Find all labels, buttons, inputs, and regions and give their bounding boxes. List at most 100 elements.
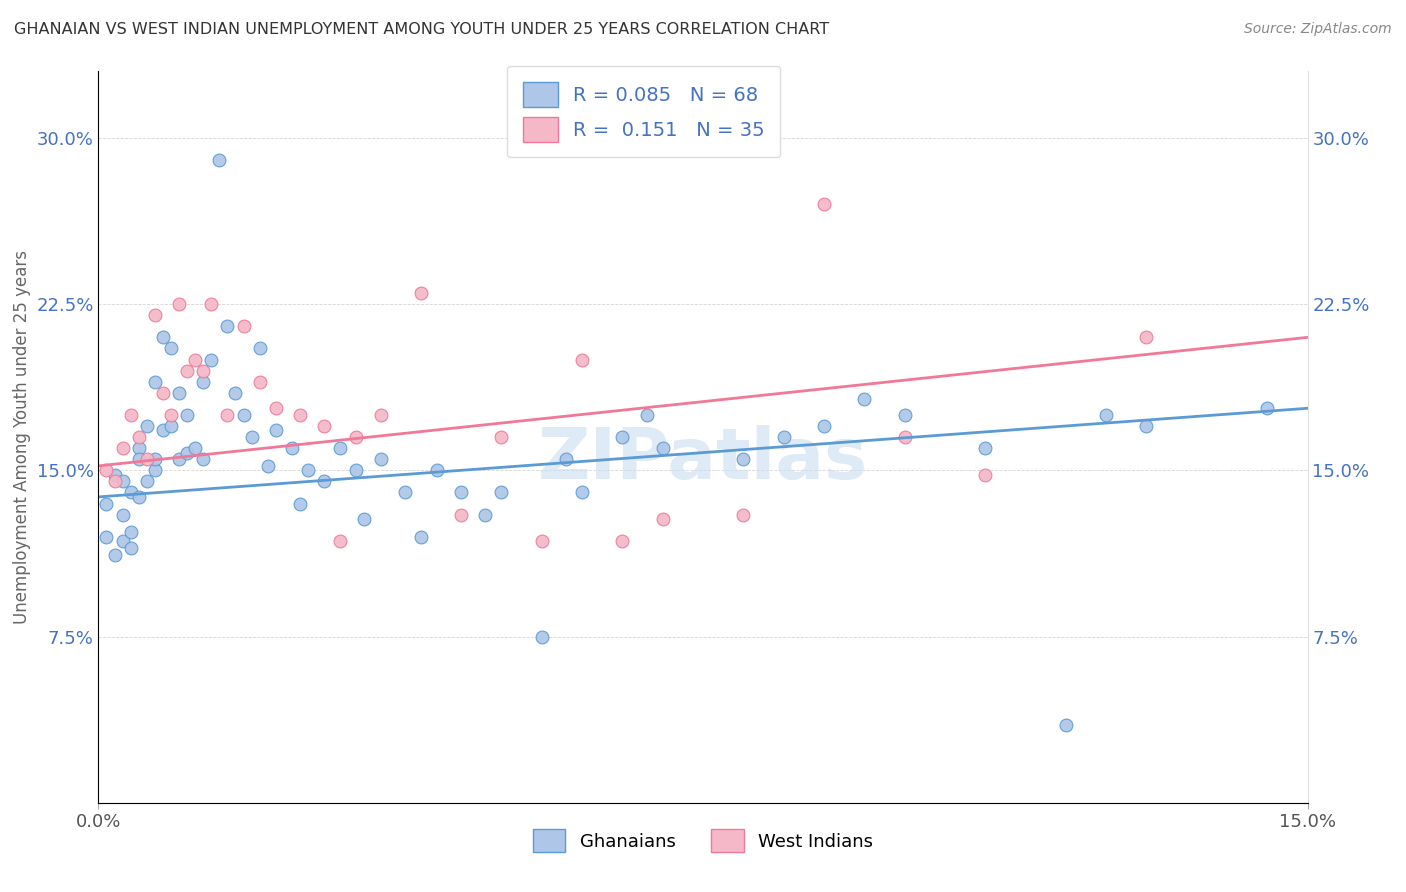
Point [344, 430, 367, 444]
Point [249, 375, 271, 389]
Point [426, 463, 449, 477]
Point [120, 408, 142, 422]
Point [329, 534, 352, 549]
Point [571, 485, 593, 500]
Point [160, 342, 183, 356]
Point [530, 630, 553, 644]
Point [297, 463, 319, 477]
Point [217, 319, 239, 334]
Point [256, 458, 278, 473]
Point [329, 441, 352, 455]
Point [96, 530, 118, 544]
Point [152, 424, 174, 438]
Point [612, 430, 634, 444]
Point [135, 475, 157, 489]
Point [176, 445, 198, 459]
Point [1095, 408, 1118, 422]
Point [128, 441, 150, 455]
Point [1135, 330, 1157, 344]
Point [409, 530, 432, 544]
Point [176, 408, 198, 422]
Point [370, 408, 392, 422]
Point [111, 508, 134, 522]
Point [96, 497, 118, 511]
Point [193, 375, 215, 389]
Point [152, 385, 174, 400]
Point [370, 452, 392, 467]
Point [200, 297, 222, 311]
Point [135, 452, 157, 467]
Point [200, 352, 222, 367]
Y-axis label: Unemployment Among Youth under 25 years: Unemployment Among Youth under 25 years [13, 250, 31, 624]
Point [128, 452, 150, 467]
Point [636, 408, 658, 422]
Point [111, 441, 134, 455]
Point [249, 342, 271, 356]
Text: ZIPatlas: ZIPatlas [538, 425, 868, 493]
Point [353, 512, 375, 526]
Point [160, 408, 183, 422]
Point [1256, 401, 1278, 416]
Point [571, 352, 593, 367]
Point [128, 490, 150, 504]
Point [733, 508, 755, 522]
Point [167, 385, 190, 400]
Point [491, 430, 513, 444]
Point [409, 285, 432, 300]
Point [853, 392, 876, 407]
Point [974, 441, 997, 455]
Point [232, 319, 254, 334]
Point [143, 452, 166, 467]
Point [281, 441, 304, 455]
Point [651, 512, 673, 526]
Point [120, 525, 142, 540]
Point [193, 452, 215, 467]
Point [772, 430, 794, 444]
Point [96, 463, 118, 477]
Point [264, 424, 287, 438]
Legend: R = 0.085   N = 68, R =  0.151   N = 35: R = 0.085 N = 68, R = 0.151 N = 35 [508, 66, 780, 157]
Point [974, 467, 997, 482]
Point [160, 419, 183, 434]
Point [450, 485, 472, 500]
Point [176, 363, 198, 377]
Point [111, 534, 134, 549]
Point [103, 475, 125, 489]
Point [111, 475, 134, 489]
Point [184, 441, 207, 455]
Point [143, 375, 166, 389]
Point [193, 363, 215, 377]
Point [240, 430, 263, 444]
Text: GHANAIAN VS WEST INDIAN UNEMPLOYMENT AMONG YOUTH UNDER 25 YEARS CORRELATION CHAR: GHANAIAN VS WEST INDIAN UNEMPLOYMENT AMO… [14, 22, 830, 37]
Point [143, 308, 166, 322]
Point [143, 463, 166, 477]
Point [224, 385, 246, 400]
Point [232, 408, 254, 422]
Point [474, 508, 496, 522]
Point [288, 408, 311, 422]
Point [217, 408, 239, 422]
Point [893, 430, 915, 444]
Point [103, 548, 125, 562]
Point [208, 153, 231, 167]
Point [344, 463, 367, 477]
Point [120, 541, 142, 555]
Point [491, 485, 513, 500]
Point [152, 330, 174, 344]
Point [264, 401, 287, 416]
Point [184, 352, 207, 367]
Point [314, 419, 336, 434]
Point [1054, 718, 1077, 732]
Point [394, 485, 416, 500]
Point [893, 408, 915, 422]
Point [813, 419, 835, 434]
Point [120, 485, 142, 500]
Point [167, 452, 190, 467]
Point [651, 441, 673, 455]
Point [314, 475, 336, 489]
Point [450, 508, 472, 522]
Point [1135, 419, 1157, 434]
Point [103, 467, 125, 482]
Point [555, 452, 578, 467]
Point [128, 430, 150, 444]
